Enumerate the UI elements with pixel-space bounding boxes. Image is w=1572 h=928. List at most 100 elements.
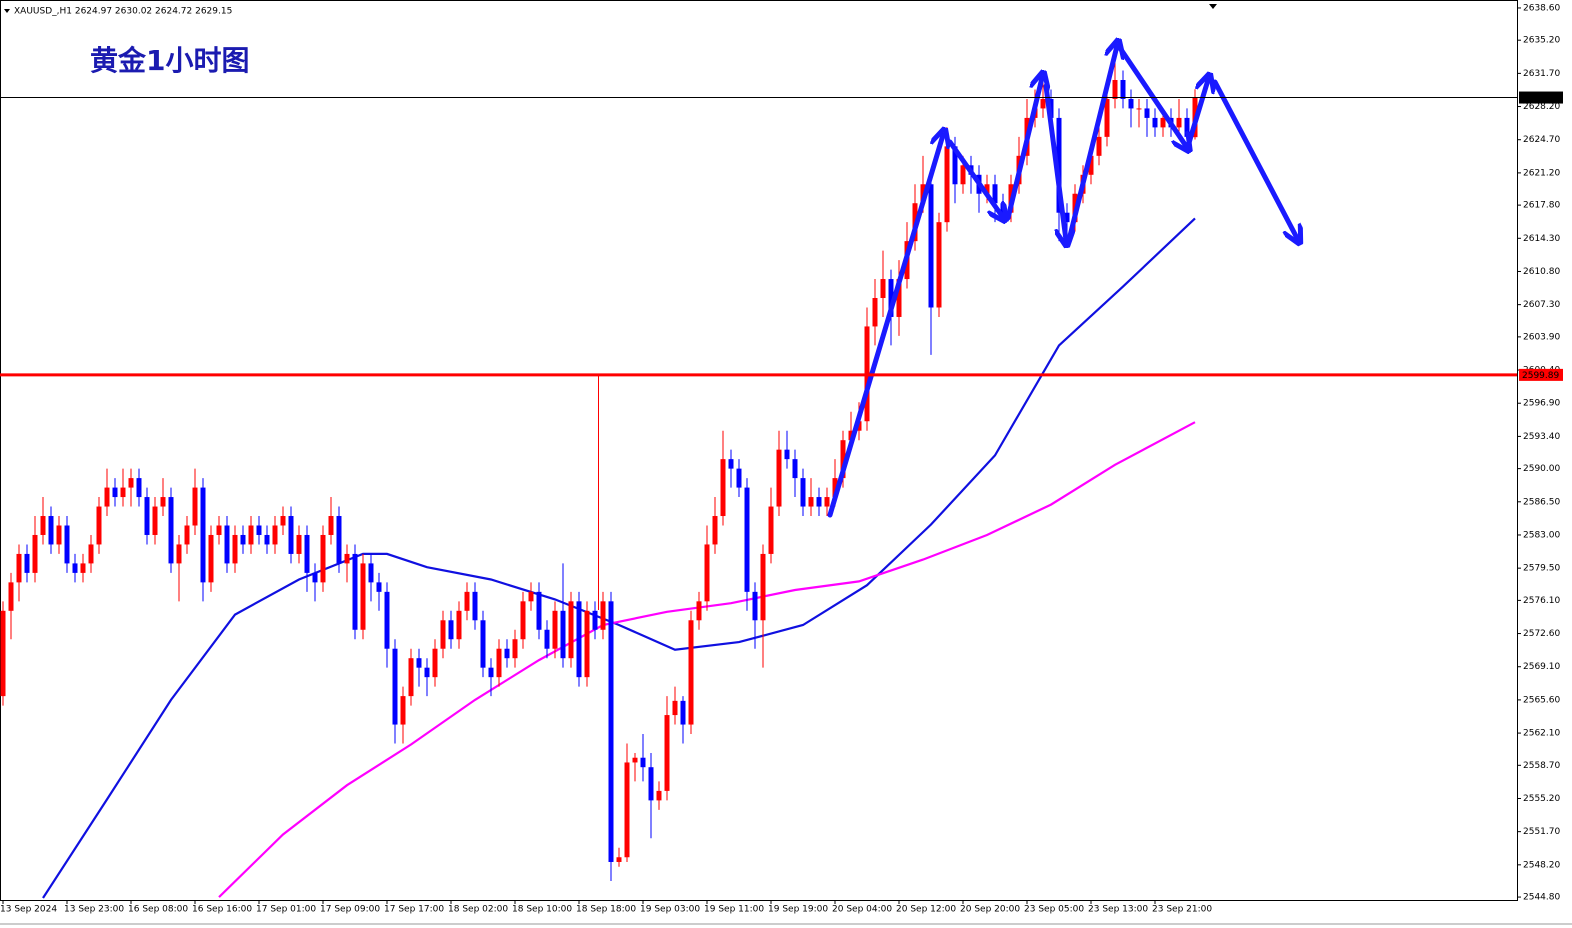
candle-body <box>304 534 310 573</box>
candle-body <box>872 298 878 327</box>
candle-body <box>424 667 430 678</box>
candle-body <box>536 591 542 630</box>
y-tick-label: 2569.10 <box>1523 662 1560 672</box>
plot-frame <box>0 0 1518 901</box>
candle-body <box>1184 117 1190 137</box>
x-tick-label: 13 Sep 2024 <box>0 905 57 915</box>
candle-body <box>544 629 550 649</box>
x-tick-label: 13 Sep 23:00 <box>64 905 124 915</box>
candle-body <box>704 544 710 602</box>
candle-body <box>24 553 30 573</box>
y-tick-label: 2628.20 <box>1523 102 1560 112</box>
candle-body <box>1104 98 1110 137</box>
x-tick-label: 20 Sep 12:00 <box>896 905 956 915</box>
candle-body <box>40 516 46 535</box>
y-tick-label: 2548.20 <box>1523 860 1560 870</box>
y-tick-label: 2617.80 <box>1523 201 1560 211</box>
candle-body <box>688 620 694 725</box>
x-tick-label: 18 Sep 18:00 <box>576 905 636 915</box>
candle-body <box>384 591 390 649</box>
candle-body <box>936 222 942 308</box>
x-tick-label: 20 Sep 04:00 <box>832 905 892 915</box>
candle-body <box>1112 80 1118 99</box>
candle-body <box>736 468 742 488</box>
candle-body <box>216 525 222 535</box>
candle-body <box>816 497 822 507</box>
y-tick-label: 2635.20 <box>1523 36 1560 46</box>
y-tick-label: 2607.30 <box>1523 300 1560 310</box>
x-tick-label: 19 Sep 03:00 <box>640 905 700 915</box>
candle-body <box>256 525 262 535</box>
candle-body <box>224 525 230 564</box>
x-tick-label: 16 Sep 08:00 <box>128 905 188 915</box>
candle-body <box>160 497 166 507</box>
x-tick-label: 17 Sep 01:00 <box>256 905 316 915</box>
candle-body <box>992 184 998 204</box>
candle-body <box>776 449 782 507</box>
candle-body <box>192 487 198 526</box>
candle-body <box>840 440 846 479</box>
candle-body <box>952 146 958 185</box>
candle-body <box>1152 117 1158 128</box>
candle-body <box>288 516 294 554</box>
candle-body <box>616 857 622 862</box>
arrow <box>1066 46 1117 243</box>
y-tick-label: 2631.70 <box>1523 69 1560 79</box>
y-tick-label: 2579.50 <box>1523 564 1560 574</box>
candle-body <box>136 478 142 498</box>
candle-body <box>72 563 78 573</box>
candle-body <box>440 620 446 649</box>
candle-body <box>472 591 478 621</box>
y-tick-label: 2586.50 <box>1523 497 1560 507</box>
candle-body <box>56 525 62 545</box>
candle-body <box>632 757 638 763</box>
x-tick-label: 17 Sep 17:00 <box>384 905 444 915</box>
candle-body <box>1176 117 1182 128</box>
candle-body <box>928 184 934 308</box>
candle-body <box>696 601 702 621</box>
candle-body <box>8 582 14 611</box>
candle-body <box>856 421 862 431</box>
candle-body <box>176 544 182 564</box>
candle-body <box>104 487 110 507</box>
candle-body <box>344 553 350 564</box>
candle-body <box>328 516 334 535</box>
candle-body <box>16 553 22 583</box>
x-tick-label: 23 Sep 21:00 <box>1152 905 1212 915</box>
header-icon <box>4 9 10 13</box>
candle-body <box>296 534 302 554</box>
candle-body <box>576 601 582 678</box>
candle-body <box>672 700 678 716</box>
candle-body <box>80 563 86 573</box>
candle-body <box>800 478 806 507</box>
arrow <box>827 135 943 518</box>
candle-body <box>592 610 598 630</box>
candle-body <box>456 610 462 640</box>
candle-body <box>728 459 734 469</box>
candle-body <box>248 525 254 545</box>
candle-body <box>1160 117 1166 128</box>
candle-body <box>152 506 158 535</box>
x-tick-label: 19 Sep 19:00 <box>768 905 828 915</box>
candle-body <box>520 601 526 640</box>
x-tick-label: 20 Sep 20:00 <box>960 905 1020 915</box>
candle-body <box>352 553 358 630</box>
candle-body <box>184 525 190 545</box>
candle-body <box>120 487 126 498</box>
candle-body <box>880 279 886 299</box>
y-tick-label: 2551.70 <box>1523 827 1560 837</box>
candle-body <box>464 591 470 611</box>
candle-body <box>240 534 246 545</box>
y-tick-label: 2562.10 <box>1523 729 1560 739</box>
candle-body <box>1128 98 1134 109</box>
y-tick-label: 2565.60 <box>1523 695 1560 705</box>
candle-body <box>96 506 102 545</box>
chart-title: 黄金1小时图 <box>90 44 249 77</box>
candle-body <box>808 497 814 507</box>
y-tick-label: 2603.90 <box>1523 332 1560 342</box>
candle-body <box>744 487 750 592</box>
candle-body <box>896 279 902 317</box>
y-tick-label: 2572.60 <box>1523 629 1560 639</box>
candle-body <box>1120 80 1126 99</box>
